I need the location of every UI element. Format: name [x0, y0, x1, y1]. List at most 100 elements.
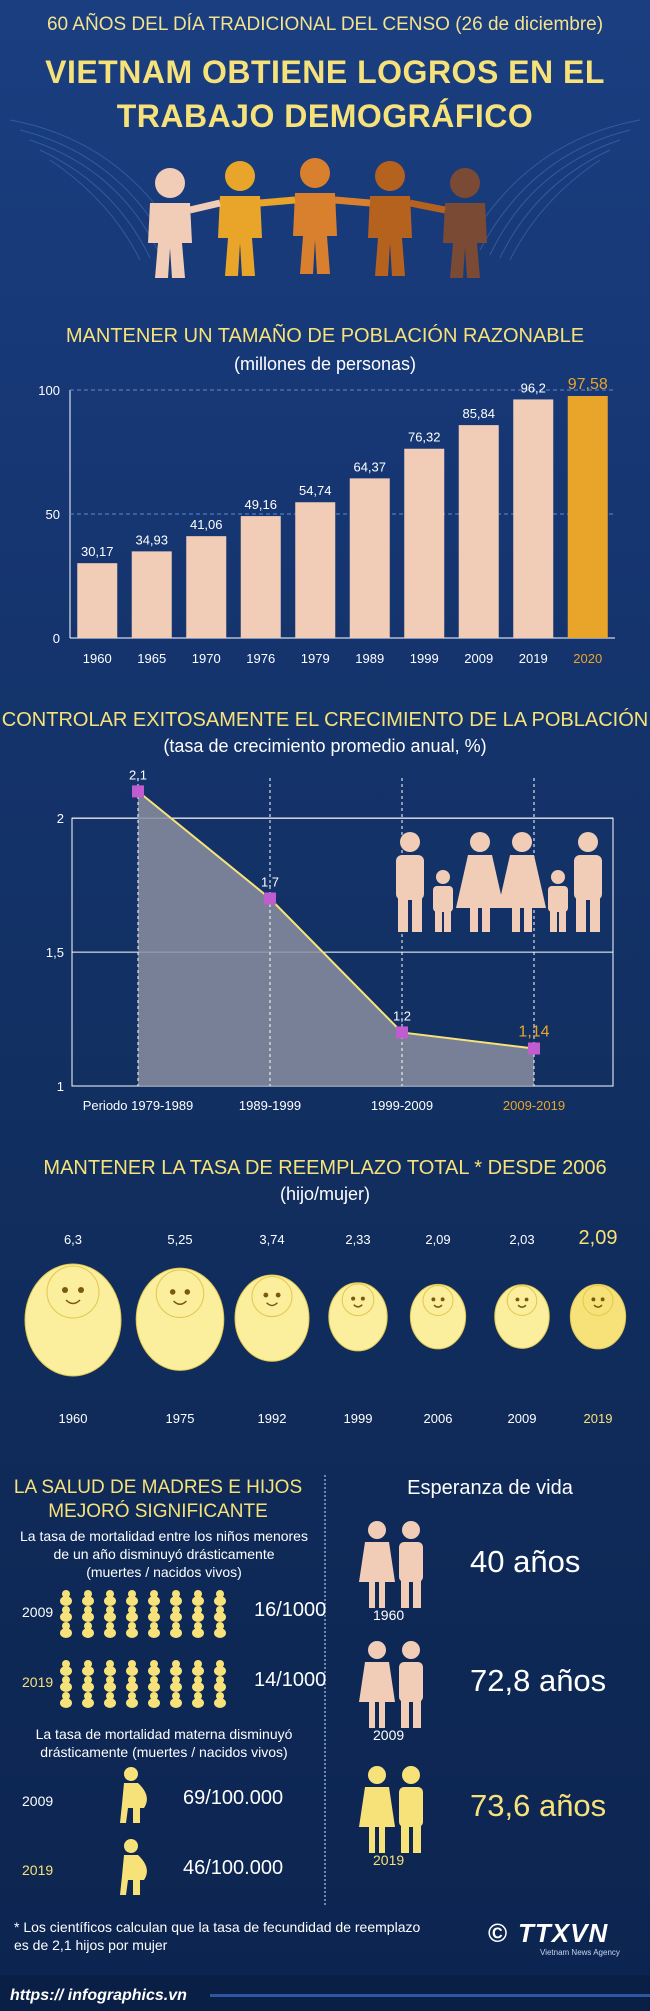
footer-bar	[0, 1975, 650, 2011]
maternal-year-2019: 2019	[22, 1862, 54, 1878]
area-fill	[138, 791, 534, 1086]
bar-value-label: 85,84	[462, 406, 495, 421]
value-label: 5,25	[167, 1232, 192, 1247]
baby-icon-body	[214, 1628, 226, 1638]
section1-title: MANTENER UN TAMAÑO DE POBLACIÓN RAZONABL…	[65, 325, 585, 347]
life-value-2009: 72,8 años	[470, 1663, 607, 1698]
life-value-2019: 73,6 años	[470, 1788, 607, 1823]
baby-icon-head	[216, 1692, 224, 1700]
baby-icon-head	[106, 1590, 114, 1598]
baby-icon-head	[216, 1676, 224, 1684]
footer-url-link[interactable]: https:// infographics.vn	[10, 1987, 187, 2004]
baby-icon-head	[62, 1676, 70, 1684]
bar	[77, 563, 118, 638]
baby-icon-body	[192, 1612, 204, 1622]
baby-icon-body	[60, 1628, 72, 1638]
infant-value-2009: 16/1000	[254, 1599, 327, 1621]
bar-value-label: 30,17	[81, 544, 114, 559]
baby-icon-body	[104, 1612, 116, 1622]
baby-icon-head	[128, 1692, 136, 1700]
baby-icon-head	[194, 1622, 202, 1630]
x-tick-label: Periodo 1979-1989	[83, 1098, 194, 1113]
baby-icon-body	[170, 1698, 182, 1708]
elderly-couple-icon-2009	[359, 1641, 423, 1728]
baby-icon-head	[84, 1622, 92, 1630]
baby-icon-head	[216, 1606, 224, 1614]
baby-icon-head	[172, 1660, 180, 1668]
life-value-1960: 40 años	[470, 1544, 581, 1579]
baby-eye	[515, 1297, 520, 1302]
baby-icon-body	[148, 1628, 160, 1638]
value-label: 2,09	[579, 1227, 618, 1249]
value-label: 2,33	[345, 1232, 370, 1247]
baby-icon-head	[194, 1606, 202, 1614]
data-point	[264, 892, 276, 905]
baby-icon-body	[104, 1596, 116, 1606]
baby-icon-head	[62, 1622, 70, 1630]
year-label: 1960	[59, 1411, 88, 1426]
baby-head	[155, 1269, 205, 1318]
y-tick-label: 50	[46, 507, 60, 522]
baby-icon-head	[194, 1660, 202, 1668]
maternal-desc-line2: drásticamente (muertes / nacidos vivos)	[40, 1744, 288, 1760]
baby-icon-body	[104, 1666, 116, 1676]
infant-icons-2019	[60, 1660, 226, 1708]
x-tick-label: 1979	[301, 651, 330, 666]
baby-icon-body	[126, 1628, 138, 1638]
baby-icon-body	[170, 1612, 182, 1622]
baby-eye	[263, 1292, 269, 1298]
pregnant-woman-icon-2019	[120, 1839, 147, 1895]
series-line	[137, 790, 535, 1050]
y-tick-label: 1	[57, 1079, 64, 1094]
baby-icon-head	[216, 1622, 224, 1630]
baby-icon-body	[82, 1612, 94, 1622]
bar	[404, 448, 445, 638]
baby-eye	[524, 1297, 529, 1302]
baby-eye	[431, 1297, 436, 1302]
baby-icon-body	[192, 1628, 204, 1638]
bar-value-label: 96,2	[521, 380, 546, 395]
baby-icon-head	[172, 1676, 180, 1684]
year-label: 1999	[344, 1411, 373, 1426]
year-label: 1992	[258, 1411, 287, 1426]
baby-icon-head	[128, 1676, 136, 1684]
baby-icon-body	[82, 1596, 94, 1606]
baby-smile	[65, 1299, 81, 1305]
bar-value-label: 64,37	[353, 459, 386, 474]
baby-smile	[593, 1304, 603, 1308]
section3-subtitle: (hijo/mujer)	[279, 1184, 371, 1204]
bar	[567, 396, 608, 638]
footnote-line1: * Los científicos calculan que la tasa d…	[14, 1919, 421, 1935]
baby-icon-head	[128, 1606, 136, 1614]
baby-eye	[78, 1287, 84, 1293]
bar	[131, 551, 172, 638]
health-title-line1: LA SALUD DE MADRES E HIJOS	[13, 1477, 303, 1498]
maternal-value-2009: 69/100.000	[183, 1787, 284, 1809]
baby-icon-head	[128, 1590, 136, 1598]
footer-accent-line	[210, 1994, 650, 1997]
baby-icon-body	[214, 1666, 226, 1676]
value-label: 2,09	[425, 1232, 450, 1247]
growth-rate-area-chart: 1 1,5 2 2,1 Periodo 1979-1989 1,7 1989-1999 1,2…	[46, 767, 614, 1113]
bar-value-label: 97,58	[568, 376, 608, 393]
page-title-line2: TRABAJO DEMOGRÁFICO	[116, 98, 534, 134]
fertility-baby-chart: 6,3 1960 5,25 1975 3,74 1992 2,33 1999 2,09 2006 2…	[24, 1227, 627, 1426]
bar	[295, 502, 336, 638]
wing-decoration	[9, 119, 641, 260]
x-tick-label: 1989-1999	[239, 1098, 301, 1113]
infant-year-2019: 2019	[22, 1674, 54, 1690]
baby-icon-body	[126, 1596, 138, 1606]
bar	[349, 478, 390, 638]
baby-icon-body	[170, 1682, 182, 1692]
baby-icon-head	[172, 1622, 180, 1630]
health-title: LA SALUD DE MADRES E HIJOS MEJORÓ SIGNIF…	[8, 1476, 308, 1524]
baby-icon-head	[150, 1606, 158, 1614]
baby-icon-body	[82, 1682, 94, 1692]
baby-icon-head	[216, 1660, 224, 1668]
bar	[240, 516, 281, 638]
health-title-line2: MEJORÓ SIGNIFICANTE	[48, 1501, 268, 1522]
year-label: 2006	[424, 1411, 453, 1426]
baby-icon-body	[148, 1596, 160, 1606]
baby-icon-head	[62, 1606, 70, 1614]
life-year-2009: 2009	[373, 1727, 405, 1743]
